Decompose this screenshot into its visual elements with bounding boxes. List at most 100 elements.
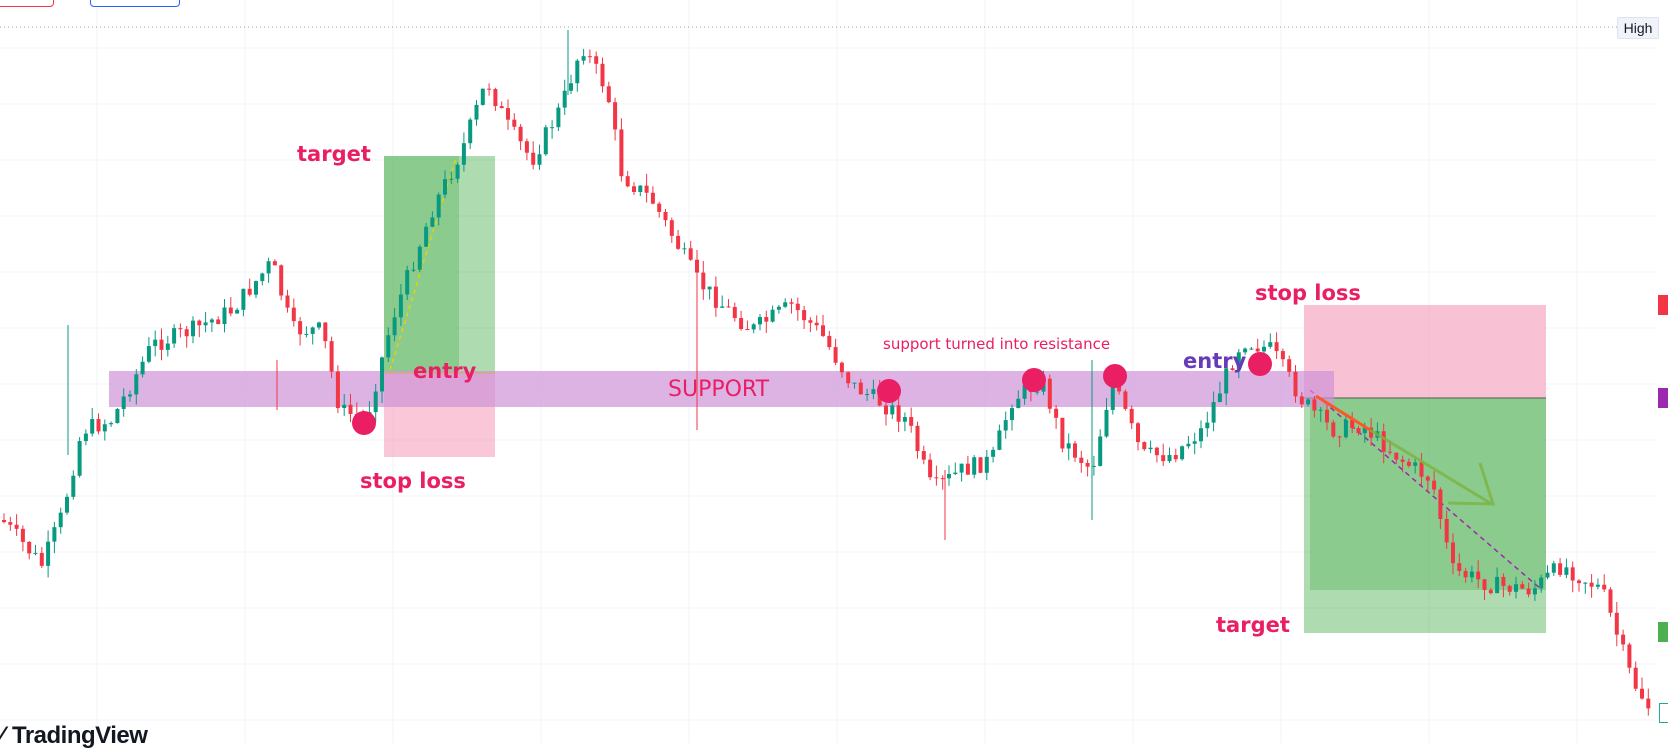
candle-body [342,404,347,408]
toolbar-buy-button[interactable] [90,0,180,7]
candle-body [1482,579,1487,590]
candle-body [1337,436,1342,438]
candle-body [896,405,901,422]
stop-price-marker [1658,295,1668,315]
candle-body [1066,443,1071,449]
candle-body [134,374,139,395]
touch-circle [1248,352,1272,376]
candle-body [480,88,485,105]
candle-body [96,419,101,432]
candle-body [758,317,762,325]
candle-body [707,286,712,290]
candle-body [587,56,592,58]
candle-body [682,248,687,250]
candle-body [984,456,989,473]
candle-body [713,286,718,308]
candle-body [468,119,473,144]
candle-body [619,129,624,177]
candle-body [1010,408,1014,421]
candle-body [531,152,536,165]
short-position-tool[interactable] [1304,305,1546,633]
support-zone[interactable] [109,371,1334,407]
candle-body [1532,588,1537,595]
candle-body [33,552,38,554]
candle-body [1583,582,1588,584]
candle-body [216,319,221,325]
candle-body [802,310,807,321]
candle-body [1280,351,1285,360]
candle-body [1016,398,1021,409]
candle-body [1438,489,1443,519]
candle-body [272,261,277,266]
candle-body [8,522,13,525]
candle-body [833,347,838,363]
candle-body [65,496,69,513]
candle-body [940,478,945,480]
candle-body [701,272,706,290]
candle-body [1457,563,1462,572]
candle-body [77,441,82,476]
candle-body [1205,422,1210,429]
candle-body [222,307,227,325]
candle-body [1356,428,1361,434]
candle-body [846,372,851,384]
candle-body [902,417,907,422]
candle-body [1255,348,1260,352]
candle-body [543,127,548,155]
candle-body [1608,589,1613,613]
candle-body [776,306,781,310]
trend-arrow [1315,394,1496,506]
candle-body [1091,465,1096,467]
candle-body [852,382,857,384]
candle-body [1381,431,1386,452]
long-target-label: target [297,142,371,166]
candle-body [688,248,693,260]
candle-body [386,335,391,358]
candle-body [827,335,832,348]
candle-body [1602,584,1607,590]
candle-body [1640,688,1644,699]
candle-body [1350,419,1355,429]
touch-points [352,352,1272,435]
candle-body [260,273,265,282]
short-path-line [1309,389,1543,591]
candle-body [1476,571,1481,580]
candle-body [581,56,586,61]
candle-body [839,362,844,373]
candle-body [27,541,32,554]
candle-body [83,433,88,442]
candle-body [1425,476,1430,481]
candle-body [972,457,977,475]
candle-body [865,394,870,396]
toolbar-sell-button[interactable] [0,0,54,7]
candle-body [1488,589,1493,594]
candle-body [159,339,164,350]
candle-body [1520,584,1525,589]
candle-body [745,328,750,330]
candle-body [90,419,95,434]
candle-body [461,143,466,165]
candle-body [348,404,353,415]
candle-body [285,295,290,308]
candle-body [506,108,510,120]
candle-body [959,463,964,473]
candle-body [1633,667,1638,689]
candle-body [562,90,567,108]
candle-body [1343,419,1348,438]
candle-body [1035,391,1040,393]
long-profit-zone [384,156,495,373]
candle-body [335,371,340,408]
candle-body [493,89,498,107]
candle-body [518,126,523,142]
candle-body [965,463,970,475]
tradingview-logo-icon: ∕ [0,722,4,749]
candle-body [209,319,214,323]
candle-body [575,60,580,84]
candle-body [1192,441,1197,444]
candle-body [71,475,76,497]
candle-body [317,322,321,328]
candle-body [436,194,441,218]
support-label: SUPPORT [668,377,770,402]
candle-body [310,327,315,334]
